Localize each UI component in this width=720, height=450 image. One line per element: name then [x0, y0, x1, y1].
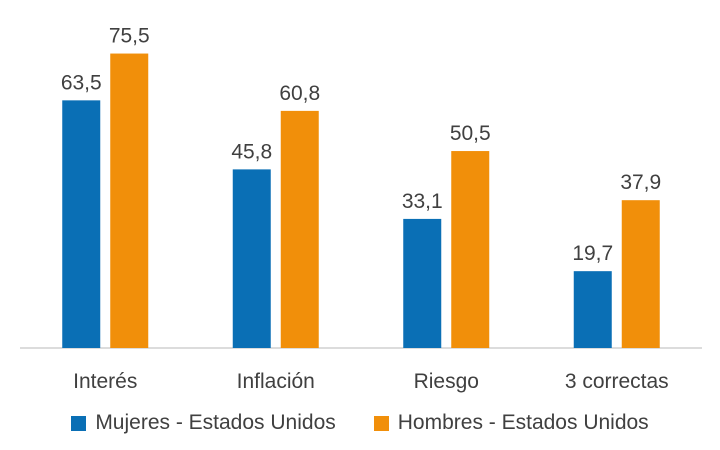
legend: Mujeres - Estados Unidos Hombres - Estad… — [0, 406, 720, 440]
bar-mujeres-inflacion — [232, 169, 271, 348]
bar-hombres-interes — [110, 53, 149, 349]
x-tick-label-interes: Interés — [73, 370, 137, 393]
value-label-hombres-interes: 75,5 — [109, 25, 150, 48]
bar-mujeres-3-correctas — [573, 271, 612, 348]
value-label-mujeres-interes: 63,5 — [61, 71, 102, 94]
value-label-mujeres-3-correctas: 19,7 — [572, 242, 613, 265]
legend-label-mujeres: Mujeres - Estados Unidos — [95, 411, 336, 434]
legend-swatch-hombres — [373, 415, 389, 431]
bar-mujeres-riesgo — [403, 218, 442, 348]
x-tick-label-3-correctas: 3 correctas — [565, 370, 669, 393]
legend-item-mujeres: Mujeres - Estados Unidos — [71, 411, 336, 435]
value-label-hombres-inflacion: 60,8 — [279, 82, 320, 105]
value-label-mujeres-inflacion: 45,8 — [231, 140, 272, 163]
bar-mujeres-interes — [62, 100, 101, 348]
value-label-hombres-3-correctas: 37,9 — [620, 171, 661, 194]
bar-hombres-inflacion — [280, 110, 319, 348]
legend-label-hombres: Hombres - Estados Unidos — [397, 411, 649, 434]
legend-swatch-mujeres — [71, 415, 87, 431]
x-tick-label-riesgo: Riesgo — [414, 370, 479, 393]
legend-item-hombres: Hombres - Estados Unidos — [373, 411, 649, 435]
x-tick-label-inflacion: Inflación — [237, 370, 315, 393]
bar-hombres-3-correctas — [621, 200, 660, 348]
bar-hombres-riesgo — [451, 151, 490, 348]
bar-chart: 63,5 75,5 45,8 60,8 33,1 50,5 19,7 37,9 Interés… — [20, 25, 702, 393]
value-label-mujeres-riesgo: 33,1 — [402, 190, 443, 213]
value-label-hombres-riesgo: 50,5 — [450, 122, 491, 145]
